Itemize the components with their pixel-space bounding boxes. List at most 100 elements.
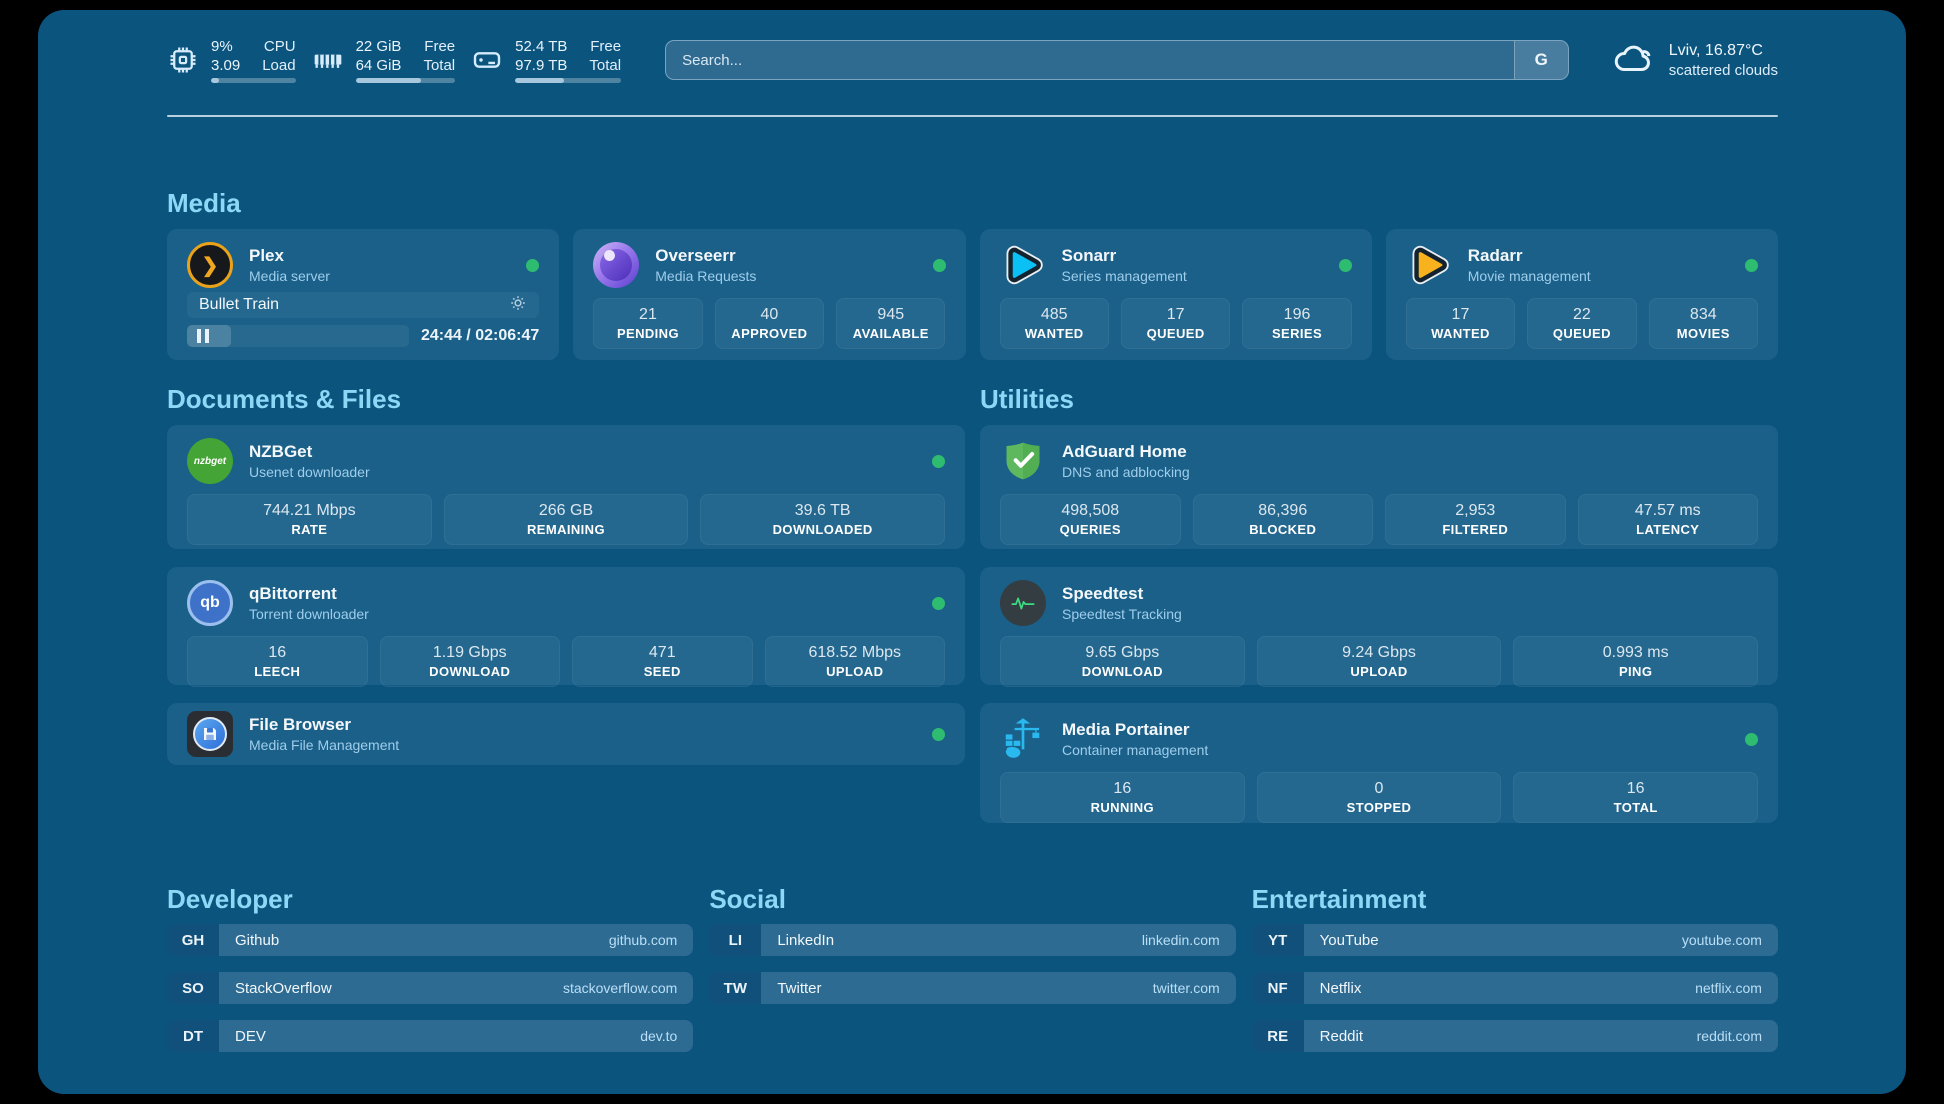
app-subtitle: Movie management [1467,268,1591,284]
app-title: Speedtest [1062,584,1144,603]
memory-stat: 22 GiB 64 GiB Free Total [312,37,456,83]
ram-progress-bar [355,78,456,83]
section-title-entertainment: Entertainment [1251,884,1427,914]
bookmark-youtube[interactable]: YT YouTube youtube.com [1251,924,1778,956]
ram-total-label: Total [423,57,456,74]
app-subtitle: Container management [1062,742,1209,758]
cpu-load-label: Load [262,57,296,74]
stat-tile: 834 MOVIES [1648,298,1758,349]
stat-tile: 0.993 ms PING [1513,636,1758,687]
disk-free: 52.4 TB [515,38,568,55]
weather-condition: scattered clouds [1668,62,1778,79]
adguard-icon [1000,438,1046,484]
stat-tile: 945 AVAILABLE [836,298,946,349]
bookmarks-social: Social LI LinkedIn linkedin.com TW Twitt… [709,884,1236,1052]
playback-time: 24:44 / 02:06:47 [420,327,540,344]
stat-tile: 47.57 ms LATENCY [1577,494,1758,545]
status-dot-online [1745,732,1758,746]
header: 9% 3.09 CPU Load [167,36,1778,84]
app-title: AdGuard Home [1062,442,1187,461]
weather-widget: Lviv, 16.87°C scattered clouds [1611,40,1778,81]
app-subtitle: Media File Management [249,737,400,753]
filebrowser-card[interactable]: File Browser Media File Management [167,703,965,765]
stat-tile: 21 PENDING [593,298,703,349]
disk-total-label: Total [589,57,622,74]
adguard-card[interactable]: AdGuard Home DNS and adblocking 498,508 … [980,425,1778,549]
utilities-column: Utilities AdGuard Home DNS and adblockin… [980,384,1778,823]
search-bar[interactable]: G [665,40,1569,80]
disk-progress-bar [515,78,622,83]
qbittorrent-card[interactable]: qb qBittorrent Torrent downloader 16 LEE… [167,567,965,687]
pause-icon[interactable] [197,329,209,343]
stat-tile: 22 QUEUED [1527,298,1637,349]
app-title: NZBGet [249,442,313,461]
status-dot-online [932,596,945,610]
playback-progress-slider[interactable] [187,325,409,347]
status-dot-online [932,258,946,272]
app-subtitle: DNS and adblocking [1062,464,1190,480]
header-divider [167,115,1778,117]
bookmark-stackoverflow[interactable]: SO StackOverflow stackoverflow.com [167,972,694,1004]
stat-tile: 2,953 FILTERED [1385,494,1566,545]
app-title: Overseerr [655,246,736,265]
bookmark-linkedin[interactable]: LI LinkedIn linkedin.com [709,924,1236,956]
section-title-utilities: Utilities [980,384,1074,414]
search-input[interactable] [666,41,1514,79]
stat-tile: 196 SERIES [1242,298,1352,349]
bookmarks-developer: Developer GH Github github.com SO StackO… [167,884,694,1052]
speedtest-card[interactable]: Speedtest Speedtest Tracking 9.65 Gbps D… [980,567,1778,687]
nzbget-card[interactable]: nzbget NZBGet Usenet downloader 744.21 M… [167,425,965,549]
search-engine-button[interactable]: G [1513,41,1568,79]
stat-tile: 471 SEED [572,636,753,687]
media-grid: Plex Media server Bullet Train 24 [167,229,1778,360]
stat-tile: 9.65 Gbps DOWNLOAD [1000,636,1245,687]
bookmark-reddit[interactable]: RE Reddit reddit.com [1251,1020,1778,1052]
stat-tile: 16 TOTAL [1513,772,1758,823]
cpu-icon [167,44,199,76]
stat-tile: 0 STOPPED [1256,772,1502,823]
bookmark-github[interactable]: GH Github github.com [167,924,694,956]
app-subtitle: Media server [249,268,330,284]
nzbget-icon: nzbget [187,438,233,484]
dashboard-root: 9% 3.09 CPU Load [38,10,1906,1094]
app-title: Sonarr [1061,246,1117,265]
portainer-card[interactable]: Media Portainer Container management 16 … [980,703,1778,823]
plex-card[interactable]: Plex Media server Bullet Train 24 [167,229,560,360]
disk-total: 97.9 TB [515,57,568,74]
app-subtitle: Media Requests [655,268,757,284]
stat-tile: 16 LEECH [187,636,368,687]
now-playing-settings-icon[interactable] [509,294,527,317]
app-title: File Browser [249,715,352,734]
radarr-icon [1406,242,1452,288]
stat-tile: 485 WANTED [999,298,1109,349]
app-subtitle: Speedtest Tracking [1062,606,1182,622]
stat-tile: 618.52 Mbps UPLOAD [764,636,945,687]
stat-tile: 498,508 QUERIES [1000,494,1181,545]
overseerr-icon [593,242,640,288]
status-dot-online [1338,258,1352,272]
app-subtitle: Torrent downloader [249,606,369,622]
bookmark-netflix[interactable]: NF Netflix netflix.com [1251,972,1778,1004]
cpu-load-avg: 3.09 [211,57,241,74]
weather-location-temp: Lviv, 16.87°C [1668,42,1763,59]
plex-icon [187,242,233,288]
documents-column: Documents & Files nzbget NZBGet Usenet d… [167,384,965,823]
bookmark-twitter[interactable]: TW Twitter twitter.com [709,972,1236,1004]
bookmark-dev[interactable]: DT DEV dev.to [167,1020,694,1052]
qbittorrent-icon: qb [187,580,233,626]
cpu-label: CPU [263,38,296,55]
disk-free-label: Free [590,38,622,55]
radarr-card[interactable]: Radarr Movie management 17 WANTED 22 QUE… [1385,229,1778,360]
stat-tile: 9.24 Gbps UPLOAD [1256,636,1502,687]
section-title-media: Media [167,188,241,218]
app-title: qBittorrent [249,584,337,603]
filebrowser-icon [187,711,233,757]
sonarr-card[interactable]: Sonarr Series management 485 WANTED 17 Q… [979,229,1372,360]
stat-tile: 17 WANTED [1405,298,1516,349]
stat-tile: 86,396 BLOCKED [1192,494,1373,545]
overseerr-card[interactable]: Overseerr Media Requests 21 PENDING 40 A… [573,229,966,360]
status-dot-online [932,454,945,468]
status-dot-online [526,258,540,272]
section-title-social: Social [709,884,786,914]
app-title: Media Portainer [1062,720,1190,739]
